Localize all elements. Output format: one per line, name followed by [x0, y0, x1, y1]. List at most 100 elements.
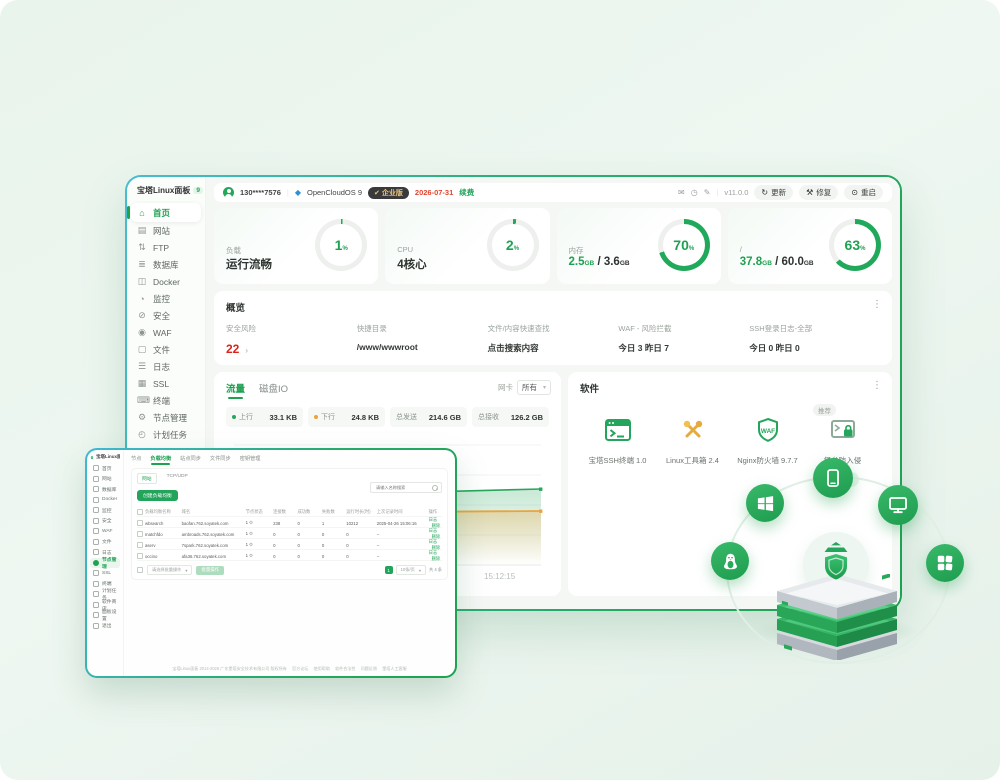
gear-icon[interactable]: ⚙ — [249, 553, 254, 558]
total-count: 共 4 条 — [428, 567, 442, 572]
software-menu-icon[interactable]: ⋮ — [872, 380, 882, 391]
footer-link[interactable]: 堡塔人工客服 — [382, 666, 407, 671]
mini-tab-nodes[interactable]: 节点 — [131, 456, 142, 462]
sidebar-item-terminal[interactable]: ⌨ 终端 — [137, 395, 171, 406]
quick-dir-value[interactable]: /www/wwwroot — [356, 342, 418, 352]
delete-link[interactable]: 删除 — [431, 545, 441, 550]
per-page-select[interactable]: 10条/页 ▾ — [395, 565, 426, 575]
waf-block-value: 今日 3 昨日 7 — [618, 343, 669, 353]
mini-sidebar-item-nodes[interactable]: 节点管理 — [90, 557, 120, 570]
delete-link[interactable]: 删除 — [431, 523, 441, 528]
overview-menu-icon[interactable]: ⋮ — [872, 299, 882, 310]
gear-icon[interactable]: ⚙ — [249, 520, 254, 525]
sidebar-item-docker[interactable]: ◫ Docker — [137, 276, 180, 287]
batch-select[interactable]: 请选择批量操作 ▾ — [147, 565, 193, 575]
mini-sidebar-item-logs[interactable]: 日志 — [90, 547, 120, 558]
mini-sidebar-item-docker[interactable]: Docker — [90, 495, 120, 506]
mini-sidebar-item-ssl[interactable]: SSL — [90, 568, 120, 579]
tab-disk-io[interactable]: 磁盘IO — [259, 384, 289, 395]
mini-sidebar-item-home[interactable]: 首页 — [90, 463, 120, 474]
row-checkbox[interactable] — [137, 531, 143, 537]
toolbox-icon — [683, 420, 702, 438]
update-button[interactable]: ↻ 更新 — [754, 185, 794, 200]
load-card[interactable]: 负载 运行流畅 1% — [214, 208, 379, 284]
sidebar-item-waf[interactable]: ◉ WAF — [138, 327, 172, 338]
sidebar-item-website[interactable]: ▤ 网站 — [137, 225, 171, 236]
mini-sidebar-item-terminal[interactable]: 终端 — [90, 579, 120, 590]
footer-link[interactable]: 问题反馈 — [360, 666, 378, 671]
log-link[interactable]: 日志 — [428, 539, 438, 544]
memory-card[interactable]: 内存 2.5GB / 3.6GB 70% — [556, 208, 721, 284]
security-icon: ⊘ — [138, 310, 146, 320]
panel-version: v11.0.0 — [724, 188, 749, 197]
mini-sidebar-item-files[interactable]: 文件 — [90, 537, 120, 548]
mini-sidebar-item-waf[interactable]: WAF — [90, 526, 120, 537]
search-icon[interactable] — [432, 484, 438, 491]
mini-tab-loadbalance[interactable]: 负载均衡 — [150, 456, 172, 465]
mini-tab-filesync[interactable]: 文件同步 — [209, 456, 231, 462]
note-icon[interactable]: ✎ — [703, 188, 711, 197]
log-link[interactable]: 日志 — [428, 517, 438, 522]
sidebar-item-ftp[interactable]: ⇅ FTP — [138, 242, 170, 253]
mini-sidebar-item-security[interactable]: 安全 — [90, 516, 120, 527]
mini-sidebar-item-monitor[interactable]: 监控 — [90, 505, 120, 516]
enterprise-badge[interactable]: ✔ 企业版 — [368, 186, 409, 199]
logs-icon: ☰ — [137, 361, 147, 371]
batch-checkbox[interactable] — [137, 567, 143, 573]
software-item-ssh-terminal[interactable]: 宝塔SSH终端 1.0 — [580, 417, 655, 487]
log-link[interactable]: 日志 — [428, 528, 438, 533]
renew-link[interactable]: 续费 — [459, 188, 475, 197]
mini-sidebar-item-database[interactable]: 数据库 — [90, 484, 120, 495]
mini-tab-sitesync[interactable]: 站点同步 — [180, 456, 201, 462]
gear-icon[interactable]: ⚙ — [249, 531, 254, 536]
sidebar-item-monitor[interactable]: ◔ 监控 — [131, 290, 201, 307]
os-name: OpenCloudOS 9 — [306, 188, 363, 197]
mini-sidebar-item-website[interactable]: 网站 — [90, 474, 120, 485]
tab-traffic[interactable]: 流量 — [226, 381, 245, 399]
mini-sidebar-item-settings[interactable]: 面板设置 — [90, 610, 120, 622]
mini-tab-keys[interactable]: 密钥管理 — [239, 456, 261, 462]
log-link[interactable]: 日志 — [428, 550, 438, 555]
sidebar-item-database[interactable]: ≣ 数据库 — [138, 259, 179, 270]
security-risk-value[interactable]: 22 › — [226, 342, 249, 356]
delete-link[interactable]: 删除 — [431, 556, 441, 561]
sidebar-item-logs[interactable]: ☰ 日志 — [137, 361, 171, 372]
message-icon[interactable]: ✉ — [678, 188, 685, 197]
user-avatar[interactable] — [223, 187, 234, 198]
footer-link[interactable]: 使用帮助 — [313, 666, 330, 671]
recommend-tag: 推荐 — [813, 404, 836, 416]
sidebar-item-home[interactable]: ⌂ 首页 — [127, 203, 201, 222]
mini-sidebar-item-appstore[interactable]: 软件商店 — [90, 600, 120, 612]
software-item-linux-toolbox[interactable]: Linux工具箱 2.4 — [655, 417, 730, 487]
footer-link[interactable]: 官方论坛 — [292, 666, 309, 671]
repair-button[interactable]: ⚒ 修复 — [799, 185, 839, 200]
sidebar-item-nodes[interactable]: ⚙ 节点管理 — [137, 412, 188, 423]
sidebar-item-cron[interactable]: ◴ 计划任务 — [138, 429, 188, 440]
row-checkbox[interactable] — [137, 553, 143, 559]
delete-link[interactable]: 删除 — [431, 534, 441, 539]
row-checkbox[interactable] — [137, 520, 143, 526]
sidebar-item-files[interactable]: ▢ 文件 — [137, 344, 171, 355]
disk-card[interactable]: / 37.8GB / 60.0GB 63% — [727, 208, 892, 284]
row-checkbox[interactable] — [137, 542, 143, 548]
quick-search-value[interactable]: 点击搜索内容 — [487, 343, 539, 353]
cpu-card[interactable]: CPU 4核心 2% — [385, 208, 550, 284]
nic-select[interactable]: 所有 ▾ — [516, 380, 551, 395]
restart-button[interactable]: ⊙ 重启 — [844, 185, 883, 200]
mini-subtab-website[interactable]: 网站 — [137, 473, 157, 484]
sidebar-item-ssl[interactable]: ▦ SSL — [137, 378, 170, 389]
page-1-button[interactable]: 1 — [384, 566, 393, 574]
batch-button[interactable]: 批量操作 — [196, 565, 225, 575]
footer-link[interactable]: 软件合法性 — [335, 666, 356, 671]
sidebar-item-security[interactable]: ⊘ 安全 — [138, 310, 171, 321]
select-all-checkbox[interactable] — [137, 508, 143, 515]
mini-sidebar-item-cron[interactable]: 计划任务 — [90, 589, 120, 601]
bell-icon[interactable]: ◷ — [690, 188, 698, 197]
gear-icon[interactable]: ⚙ — [249, 542, 254, 547]
mini-search-input[interactable] — [374, 484, 430, 491]
mini-sidebar-item-logout[interactable]: 退出 — [90, 621, 120, 632]
mini-subtab-tcpudp[interactable]: TCP/UDP — [166, 474, 188, 479]
software-item-nginx-waf[interactable]: WAF Nginx防火墙 9.7.7 — [730, 417, 805, 487]
create-loadbalancer-button[interactable]: 创建负载均衡 — [137, 490, 178, 501]
